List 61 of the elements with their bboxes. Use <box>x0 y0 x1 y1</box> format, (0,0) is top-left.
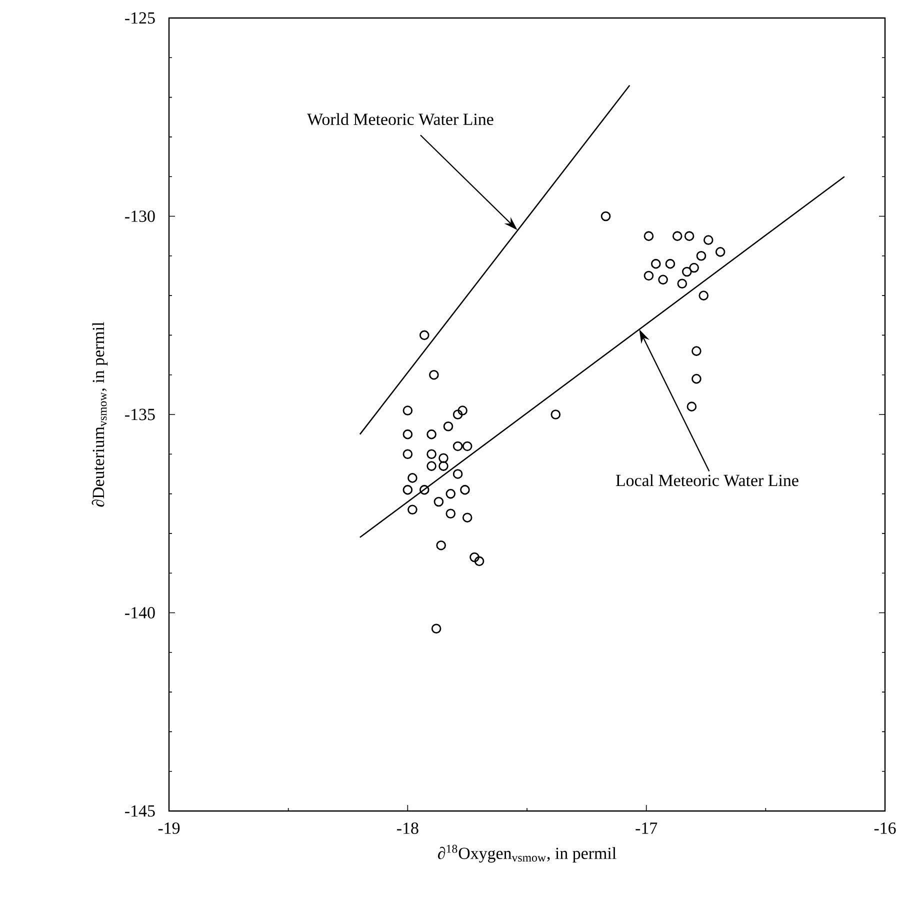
point <box>692 374 702 384</box>
point <box>474 556 484 566</box>
point <box>419 330 430 340</box>
point <box>682 266 692 277</box>
point <box>644 231 654 241</box>
x-tick-label: -19 <box>158 822 180 834</box>
point <box>402 406 413 416</box>
point <box>402 449 413 460</box>
point <box>452 469 463 479</box>
point <box>446 508 456 519</box>
point <box>426 429 436 440</box>
point <box>402 429 413 440</box>
point <box>665 258 676 269</box>
point <box>470 552 480 562</box>
point <box>443 421 454 432</box>
y-tick-label: -140 <box>125 607 155 618</box>
point <box>689 262 699 273</box>
point <box>431 624 442 634</box>
annotation: Local Meteoric Water Line <box>616 474 798 486</box>
point <box>462 512 472 522</box>
point <box>402 484 413 495</box>
point <box>686 402 697 412</box>
point <box>458 406 468 416</box>
annotation: World Meteoric Water Line <box>307 113 494 126</box>
point <box>452 441 463 452</box>
point <box>436 540 446 550</box>
point <box>650 258 661 269</box>
point <box>600 211 611 222</box>
x-axis-title: ∂$^{18}$Oxygen$_{vsmow}$, in permil <box>438 844 616 863</box>
point <box>550 410 561 420</box>
x-tick-label: -16 <box>874 822 896 834</box>
point <box>696 250 706 261</box>
point <box>462 441 472 452</box>
x-tick-label: -17 <box>636 822 658 834</box>
point <box>434 496 444 507</box>
point <box>644 270 654 281</box>
point <box>460 484 470 495</box>
x-tick-label: -18 <box>397 822 418 834</box>
point <box>692 346 702 356</box>
point <box>429 370 439 380</box>
point <box>672 231 682 241</box>
point <box>703 235 714 245</box>
point <box>408 504 418 515</box>
point <box>438 461 448 471</box>
y-tick-label: -130 <box>125 210 155 222</box>
point <box>408 473 418 483</box>
y-axis-title: ∂Deuterium$_{vsmow}$, in permil <box>92 322 108 507</box>
y-tick-label: -145 <box>125 805 155 817</box>
point <box>446 488 456 499</box>
point <box>715 247 726 257</box>
point <box>684 231 694 241</box>
point <box>419 484 430 495</box>
point <box>438 453 448 464</box>
point <box>426 449 436 460</box>
point <box>677 278 688 289</box>
point <box>698 290 709 300</box>
y-tick-label: -125 <box>125 12 155 24</box>
y-tick-label: -135 <box>125 408 155 420</box>
point <box>658 274 668 285</box>
point <box>426 461 436 471</box>
point <box>452 410 463 420</box>
